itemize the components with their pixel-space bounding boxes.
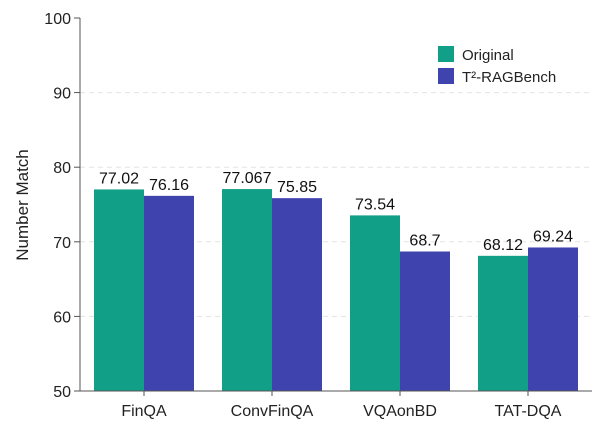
- legend: Original T²-RAGBench: [438, 46, 556, 86]
- data-label: 76.16: [149, 177, 189, 194]
- bar-original-vqaonbd: [350, 215, 400, 391]
- y-axis-title: Number Match: [13, 149, 32, 260]
- x-tick-label: VQAonBD: [363, 403, 437, 420]
- data-label: 73.54: [355, 196, 395, 213]
- y-tick-label: 60: [53, 309, 71, 326]
- data-label: 77.02: [99, 170, 139, 187]
- y-tick-label: 50: [53, 384, 71, 401]
- x-tick-label: FinQA: [121, 403, 167, 420]
- y-tick-label: 80: [53, 160, 71, 177]
- axes: [74, 17, 592, 396]
- bar-t-ragbench-tat-dqa: [528, 247, 578, 391]
- bars: [94, 189, 578, 391]
- bar-original-tat-dqa: [478, 255, 528, 391]
- bar-t-ragbench-finqa: [144, 195, 194, 391]
- data-label: 75.85: [277, 179, 317, 196]
- data-label: 68.12: [483, 237, 523, 254]
- x-tick-label: ConvFinQA: [231, 403, 314, 420]
- legend-swatch: [438, 46, 454, 62]
- y-tick-label: 100: [44, 11, 71, 28]
- legend-label: T²-RAGBench: [462, 69, 556, 86]
- data-label: 77.067: [223, 170, 272, 187]
- legend-label: Original: [462, 47, 514, 64]
- y-tick-label: 90: [53, 86, 71, 103]
- bar-original-convfinqa: [222, 189, 272, 391]
- data-label: 69.24: [533, 228, 573, 245]
- legend-swatch: [438, 68, 454, 84]
- bar-t-ragbench-vqaonbd: [400, 251, 450, 391]
- x-tick-label: TAT-DQA: [495, 403, 562, 420]
- bar-t-ragbench-convfinqa: [272, 198, 322, 391]
- bar-original-finqa: [94, 189, 144, 391]
- labels: 50 60 70 80 90 100 77.02 76.16 FinQA 77.067 75.85 C…: [44, 11, 573, 420]
- y-tick-label: 70: [53, 235, 71, 252]
- data-label: 68.7: [409, 232, 440, 249]
